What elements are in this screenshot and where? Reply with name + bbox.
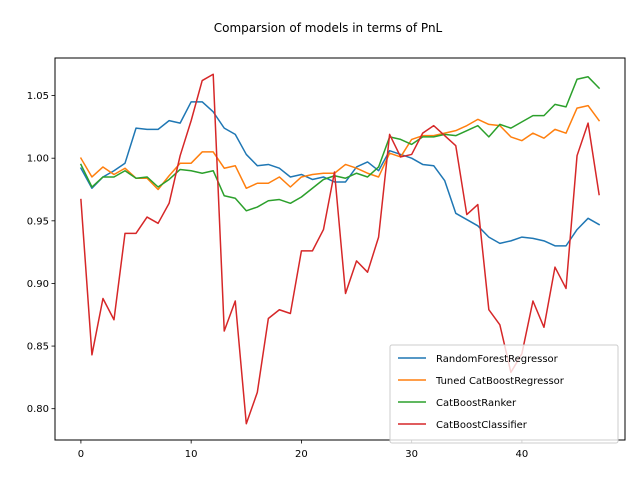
legend-label-1: Tuned CatBoostRegressor xyxy=(435,376,565,387)
plot-frame xyxy=(54,57,626,441)
x-tick-label: 40 xyxy=(516,449,529,460)
series-line-0 xyxy=(79,101,601,247)
x-tick-label: 20 xyxy=(295,449,308,460)
y-tick-label: 1.05 xyxy=(27,91,49,102)
x-tick-label: 10 xyxy=(185,449,198,460)
chart-title: Comparsion of models in terms of PnL xyxy=(214,21,443,35)
y-tick-label: 0.80 xyxy=(27,404,49,415)
legend-box xyxy=(389,344,619,444)
y-tick-label: 0.85 xyxy=(27,342,49,353)
y-tick-label: 0.95 xyxy=(27,216,49,227)
y-tick-label: 0.90 xyxy=(27,279,49,290)
series-line-1 xyxy=(79,104,601,191)
legend-label-3: CatBoostClassifier xyxy=(436,420,528,431)
x-tick-label: 30 xyxy=(405,449,418,460)
legend: RandomForestRegressor Tuned CatBoostRegre… xyxy=(389,344,619,444)
x-tick-label: 0 xyxy=(78,449,84,460)
y-axis-ticks: 0.80 0.85 0.90 0.95 1.00 1.05 xyxy=(27,91,55,415)
legend-label-0: RandomForestRegressor xyxy=(436,354,559,365)
series-layer xyxy=(79,73,601,425)
legend-label-2: CatBoostRanker xyxy=(436,398,517,409)
series-line-2 xyxy=(79,76,601,212)
y-tick-label: 1.00 xyxy=(27,154,49,165)
axes-layer xyxy=(54,57,626,441)
